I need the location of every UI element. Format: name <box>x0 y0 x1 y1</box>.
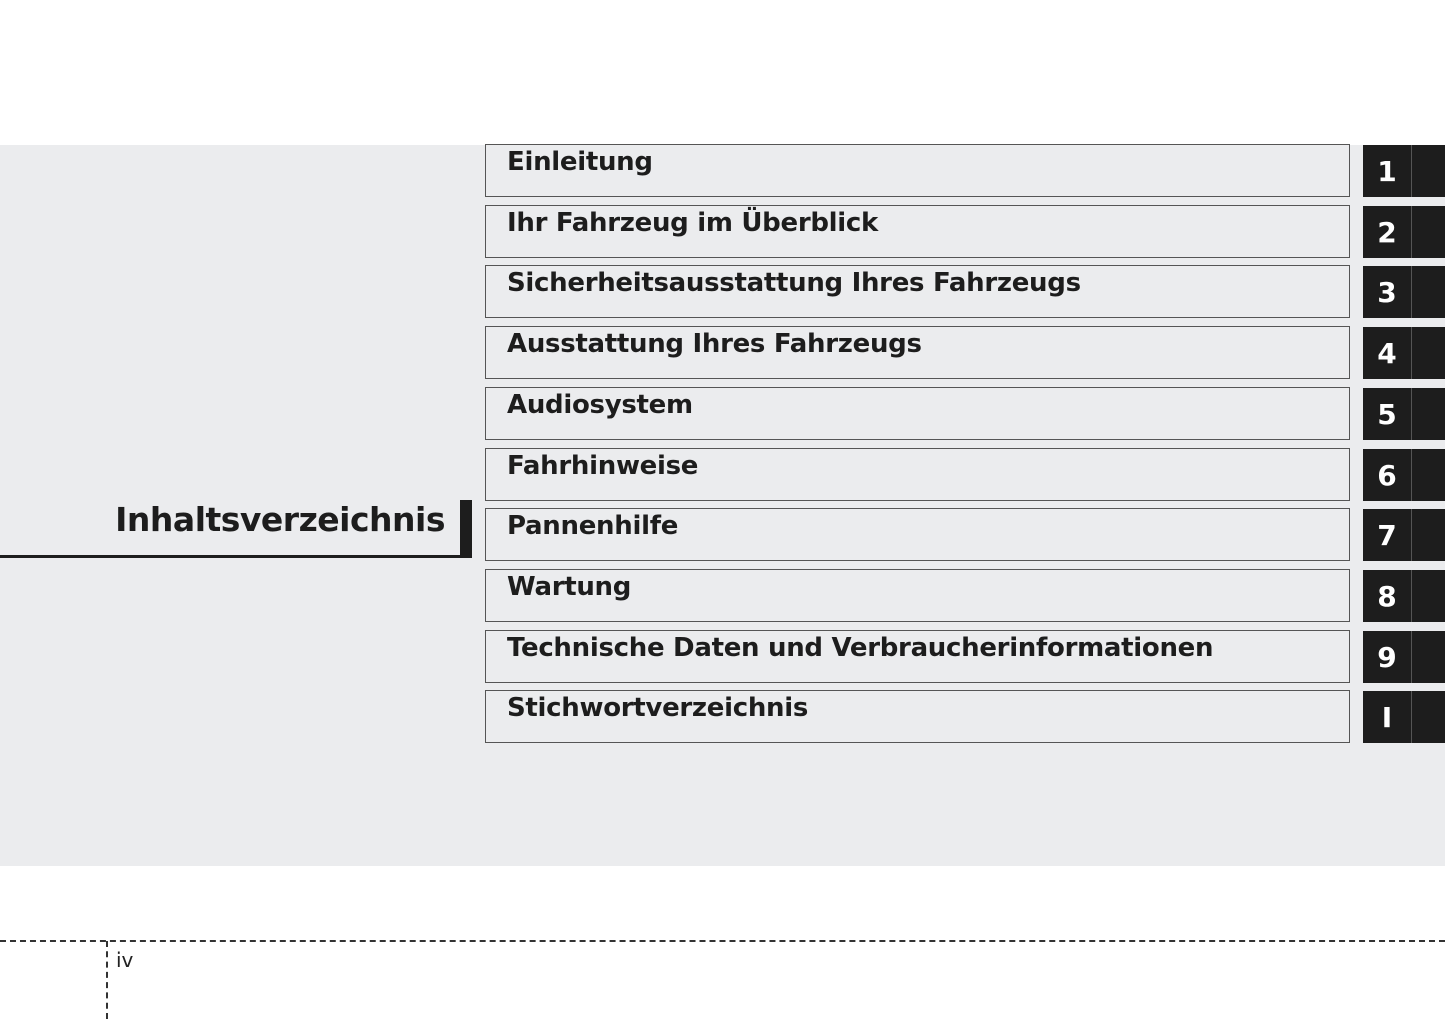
chapter-tab-number: 9 <box>1377 640 1397 674</box>
toc-entry[interactable]: Technische Daten und Verbraucherinformat… <box>485 629 1350 683</box>
tab-divider <box>1411 630 1412 683</box>
toc-entry-label: Audiosystem <box>507 389 693 420</box>
page-title: Inhaltsverzeichnis <box>115 500 445 539</box>
toc-entry-label: Wartung <box>507 571 632 602</box>
toc-entry[interactable]: Ausstattung Ihres Fahrzeugs <box>485 326 1350 380</box>
title-underline <box>0 555 472 558</box>
toc-entry[interactable]: Wartung <box>485 568 1350 622</box>
toc-entry-label: Ausstattung Ihres Fahrzeugs <box>507 329 922 360</box>
chapter-tab-number: 7 <box>1377 519 1397 553</box>
toc-entry-label: Sicherheitsausstattung Ihres Fahrzeugs <box>507 268 1081 299</box>
chapter-tab[interactable]: 7 <box>1363 509 1445 562</box>
chapter-tab[interactable]: 9 <box>1363 630 1445 683</box>
tab-divider <box>1411 691 1412 744</box>
toc-entry[interactable]: Audiosystem <box>485 386 1350 440</box>
chapter-tab-number: 3 <box>1377 276 1397 310</box>
tab-divider <box>1411 448 1412 501</box>
tab-divider <box>1411 205 1412 258</box>
chapter-tab-number: 6 <box>1377 458 1397 492</box>
crop-line-horizontal <box>0 940 1445 942</box>
chapter-tab[interactable]: 5 <box>1363 387 1445 440</box>
tab-divider <box>1411 509 1412 562</box>
title-bar <box>460 500 472 558</box>
chapter-tab-number: I <box>1381 701 1393 735</box>
toc-entry[interactable]: Ihr Fahrzeug im Überblick <box>485 204 1350 258</box>
toc-entry[interactable]: Fahrhinweise <box>485 447 1350 501</box>
tab-divider <box>1411 387 1412 440</box>
chapter-tab[interactable]: 1 <box>1363 145 1445 197</box>
tab-divider <box>1411 327 1412 380</box>
chapter-tab[interactable]: 6 <box>1363 448 1445 501</box>
chapter-tab-number: 8 <box>1377 579 1397 613</box>
toc-entry[interactable]: Sicherheitsausstattung Ihres Fahrzeugs <box>485 265 1350 319</box>
toc-entry[interactable]: Stichwortverzeichnis <box>485 690 1350 744</box>
content-band <box>0 145 1445 866</box>
tab-divider <box>1411 145 1412 197</box>
toc-entry-label: Stichwortverzeichnis <box>507 693 809 724</box>
toc-entry-label: Einleitung <box>507 147 653 177</box>
chapter-tab-number: 5 <box>1377 397 1397 431</box>
toc-entry-label: Pannenhilfe <box>507 511 679 542</box>
toc-entry-label: Ihr Fahrzeug im Überblick <box>507 207 878 238</box>
toc-entry[interactable]: Einleitung <box>485 144 1350 197</box>
chapter-tab[interactable]: 3 <box>1363 266 1445 319</box>
toc-entry-label: Fahrhinweise <box>507 450 699 481</box>
chapter-tab[interactable]: 2 <box>1363 205 1445 258</box>
chapter-tab[interactable]: I <box>1363 691 1445 744</box>
tab-divider <box>1411 266 1412 319</box>
chapter-tab[interactable]: 4 <box>1363 327 1445 380</box>
chapter-tab-number: 4 <box>1377 337 1397 371</box>
toc-entry-label: Technische Daten und Verbraucherinformat… <box>507 632 1214 663</box>
chapter-tab[interactable]: 8 <box>1363 569 1445 622</box>
chapter-tab-number: 2 <box>1377 215 1397 249</box>
crop-line-vertical <box>106 941 108 1019</box>
tab-divider <box>1411 569 1412 622</box>
chapter-tab-number: 1 <box>1377 155 1397 188</box>
toc-entry[interactable]: Pannenhilfe <box>485 508 1350 562</box>
page-number: iv <box>116 948 134 972</box>
